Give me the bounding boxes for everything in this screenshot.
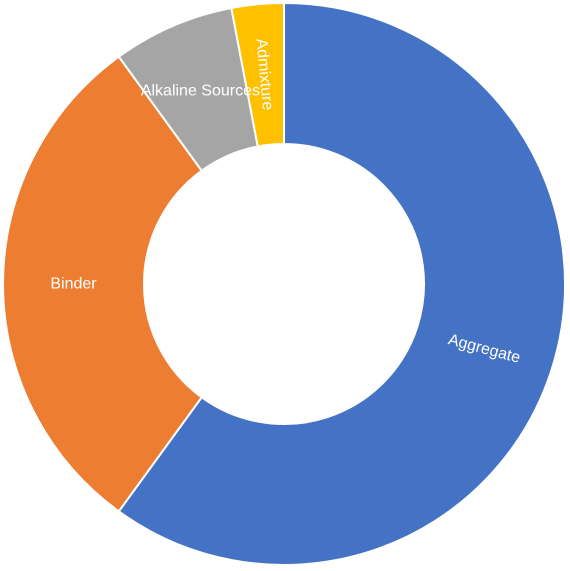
slice-binder <box>2 55 204 513</box>
slices-layer <box>2 1 566 566</box>
slice-aggregate <box>117 1 566 566</box>
slice-label-alkaline-sources: Alkaline Sources <box>141 82 260 99</box>
slice-label-admixture: Admixture <box>252 38 276 111</box>
slice-admixture <box>230 1 285 148</box>
slice-label-binder: Binder <box>50 276 97 293</box>
